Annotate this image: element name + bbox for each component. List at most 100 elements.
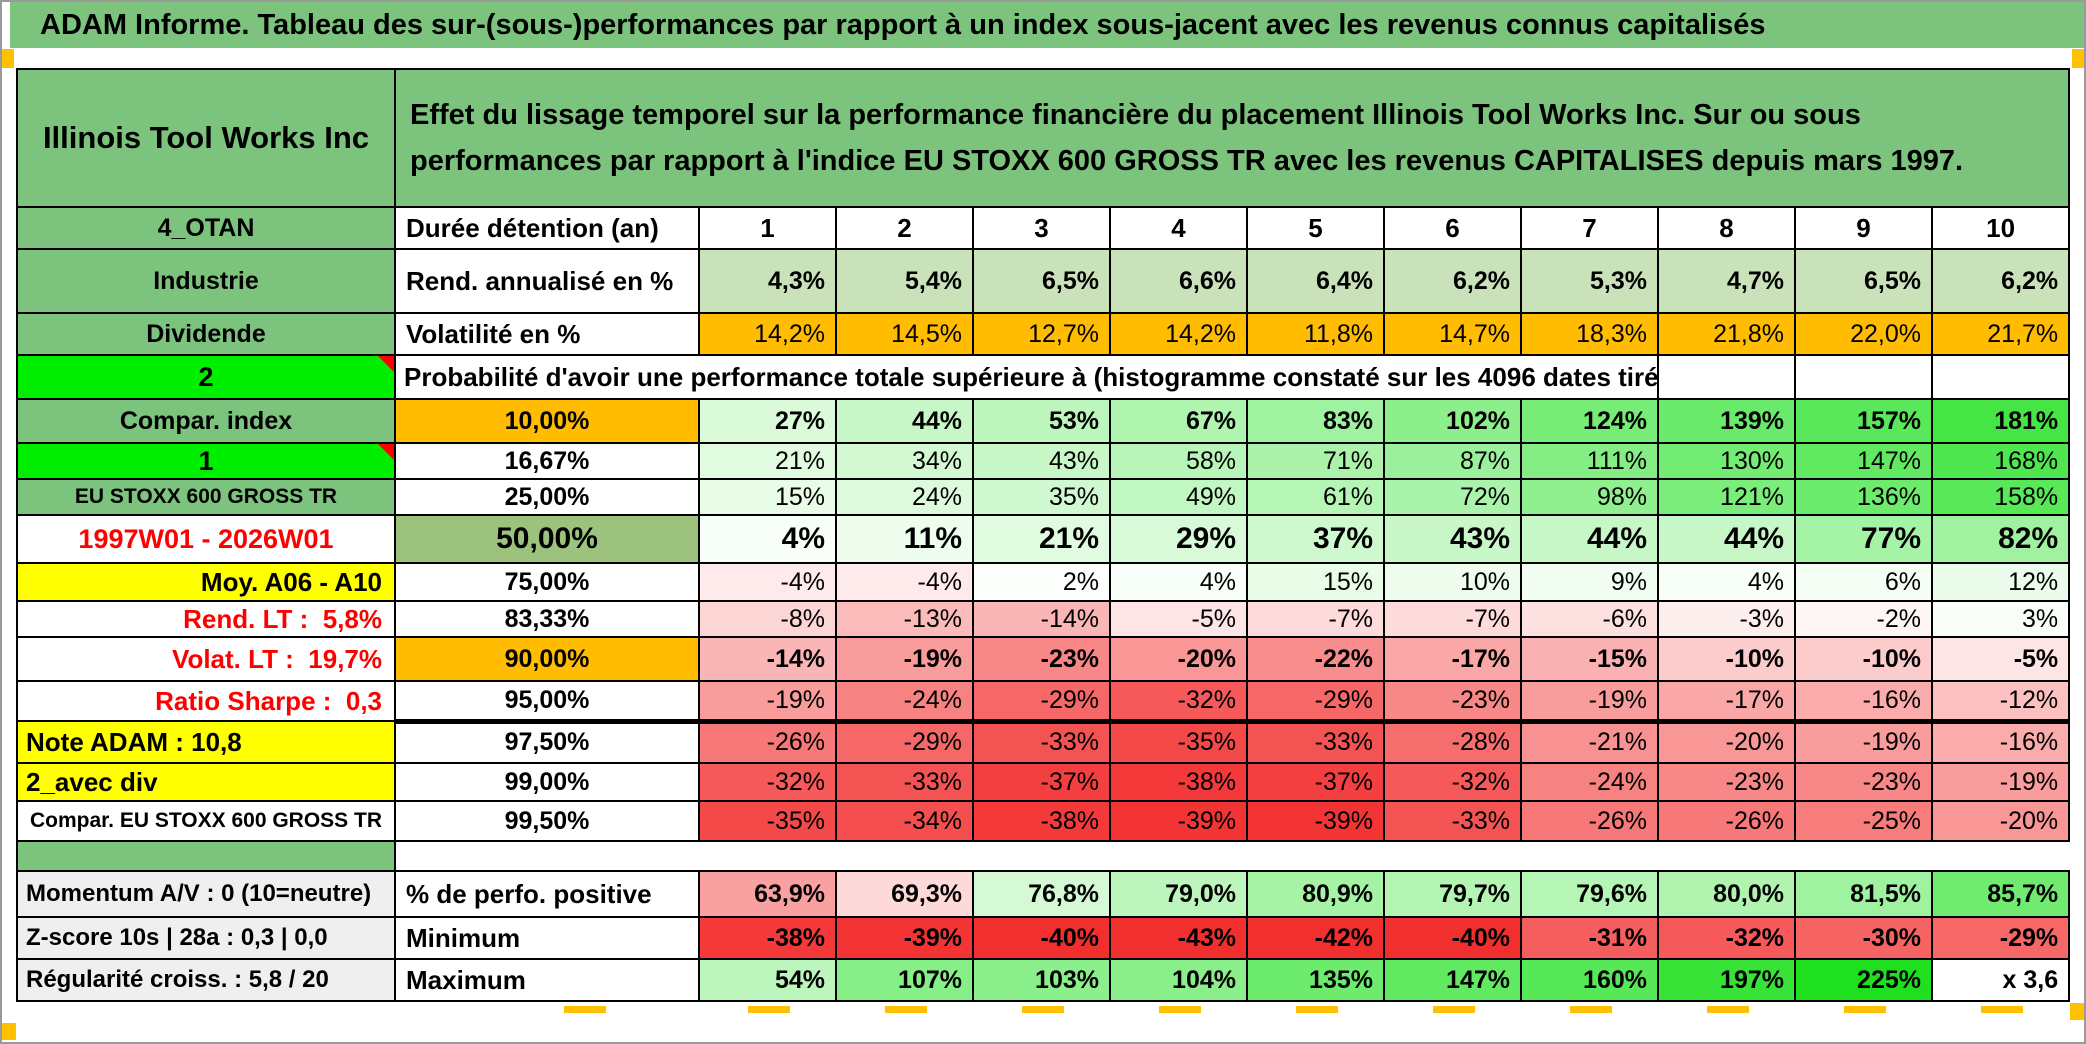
value-cell[interactable]: -24% <box>835 680 974 724</box>
value-cell[interactable]: 37% <box>1246 514 1385 564</box>
value-cell[interactable]: -29% <box>972 680 1111 724</box>
value-cell[interactable]: -40% <box>1383 916 1522 960</box>
value-cell[interactable]: 35% <box>972 478 1111 516</box>
value-cell[interactable]: -40% <box>972 916 1111 960</box>
value-cell[interactable]: -17% <box>1657 680 1796 724</box>
value-cell[interactable]: 6,6% <box>1109 248 1248 314</box>
value-cell[interactable]: 14,5% <box>835 312 974 356</box>
empty-cell[interactable] <box>1794 354 1933 400</box>
value-cell[interactable]: 6,2% <box>1383 248 1522 314</box>
value-cell[interactable]: -26% <box>1657 800 1796 842</box>
value-cell[interactable]: -14% <box>698 636 837 682</box>
value-cell[interactable]: 147% <box>1794 442 1933 480</box>
row-label-cell[interactable]: Z-score 10s | 28a : 0,3 | 0,0 <box>16 916 396 960</box>
value-cell[interactable]: 21,8% <box>1657 312 1796 356</box>
row-header-cell[interactable]: 25,00% <box>394 478 700 516</box>
value-cell[interactable]: -34% <box>835 800 974 842</box>
row-label-cell[interactable]: Compar. index <box>16 398 396 444</box>
value-cell[interactable]: -26% <box>698 720 837 764</box>
row-header-cell[interactable]: Minimum <box>394 916 700 960</box>
value-cell[interactable]: 34% <box>835 442 974 480</box>
value-cell[interactable]: 160% <box>1520 958 1659 1002</box>
value-cell[interactable]: -15% <box>1520 636 1659 682</box>
report-title-bar[interactable]: ADAM Informe. Tableau des sur-(sous-)per… <box>10 2 2084 48</box>
value-cell[interactable]: 3% <box>1930 600 2071 638</box>
row-label-cell[interactable]: Compar. EU STOXX 600 GROSS TR <box>16 800 396 842</box>
value-cell[interactable]: 80,0% <box>1657 870 1796 918</box>
value-cell[interactable]: -33% <box>1246 720 1385 764</box>
value-cell[interactable]: -29% <box>1246 680 1385 724</box>
value-cell[interactable]: 49% <box>1109 478 1248 516</box>
value-cell[interactable]: 18,3% <box>1520 312 1659 356</box>
row-header-cell[interactable]: 90,00% <box>394 636 700 682</box>
value-cell[interactable]: 58% <box>1109 442 1248 480</box>
value-cell[interactable]: 111% <box>1520 442 1659 480</box>
row-header-cell[interactable]: Durée détention (an) <box>394 206 700 250</box>
row-label-cell[interactable]: Dividende <box>16 312 396 356</box>
row-label-cell[interactable]: 2_avec div <box>16 762 396 802</box>
row-label-cell[interactable]: Moy. A06 - A10 <box>16 562 396 602</box>
value-cell[interactable]: -10% <box>1794 636 1933 682</box>
value-cell[interactable]: -23% <box>1383 680 1522 724</box>
value-cell[interactable]: 63,9% <box>698 870 837 918</box>
value-cell[interactable]: 87% <box>1383 442 1522 480</box>
value-cell[interactable]: -32% <box>1383 762 1522 802</box>
row-label-cell[interactable]: Ratio Sharpe : 0,3 <box>16 680 396 722</box>
value-cell[interactable]: 79,0% <box>1109 870 1248 918</box>
value-cell[interactable]: -38% <box>1109 762 1248 802</box>
row-header-cell[interactable]: % de perfo. positive <box>394 870 700 918</box>
value-cell[interactable]: -23% <box>972 636 1111 682</box>
value-cell[interactable]: 102% <box>1383 398 1522 444</box>
value-cell[interactable]: 71% <box>1246 442 1385 480</box>
row-header-cell[interactable]: Rend. annualisé en % <box>394 248 700 314</box>
value-cell[interactable]: -29% <box>835 720 974 764</box>
report-description-cell[interactable]: Effet du lissage temporel sur la perform… <box>393 68 2071 208</box>
value-cell[interactable]: 6,2% <box>1930 248 2071 314</box>
value-cell[interactable]: -16% <box>1794 680 1933 724</box>
value-cell[interactable]: -37% <box>972 762 1111 802</box>
value-cell[interactable]: -5% <box>1930 636 2071 682</box>
value-cell[interactable]: -10% <box>1657 636 1796 682</box>
value-cell[interactable]: 44% <box>1520 514 1659 564</box>
value-cell[interactable]: 157% <box>1794 398 1933 444</box>
year-header-cell[interactable]: 9 <box>1794 206 1933 250</box>
value-cell[interactable]: 103% <box>972 958 1111 1002</box>
value-cell[interactable]: 29% <box>1109 514 1248 564</box>
value-cell[interactable]: -31% <box>1520 916 1659 960</box>
value-cell[interactable]: -6% <box>1520 600 1659 638</box>
value-cell[interactable]: 14,2% <box>698 312 837 356</box>
value-cell[interactable]: -4% <box>835 562 974 602</box>
value-cell[interactable]: -7% <box>1246 600 1385 638</box>
value-cell[interactable]: -20% <box>1109 636 1248 682</box>
row-header-cell[interactable]: 97,50% <box>394 720 700 764</box>
value-cell[interactable]: -28% <box>1383 720 1522 764</box>
value-cell[interactable]: 44% <box>835 398 974 444</box>
value-cell[interactable]: 83% <box>1246 398 1385 444</box>
value-cell[interactable]: -23% <box>1657 762 1796 802</box>
value-cell[interactable]: 69,3% <box>835 870 974 918</box>
value-cell[interactable]: 44% <box>1657 514 1796 564</box>
value-cell[interactable]: 81,5% <box>1794 870 1933 918</box>
value-cell[interactable]: 6,4% <box>1246 248 1385 314</box>
value-cell[interactable]: 67% <box>1109 398 1248 444</box>
row-header-cell[interactable]: 83,33% <box>394 600 700 638</box>
row-header-cell[interactable]: 10,00% <box>394 398 700 444</box>
value-cell[interactable]: 4% <box>1657 562 1796 602</box>
value-cell[interactable]: -39% <box>1109 800 1248 842</box>
value-cell[interactable]: -35% <box>698 800 837 842</box>
value-cell[interactable]: 53% <box>972 398 1111 444</box>
row-label-cell[interactable]: Industrie <box>16 248 396 314</box>
row-label-cell[interactable]: Momentum A/V : 0 (10=neutre) <box>16 870 396 918</box>
value-cell[interactable]: 4,7% <box>1657 248 1796 314</box>
row-label-cell[interactable]: 1 <box>16 442 396 480</box>
value-cell[interactable]: -22% <box>1246 636 1385 682</box>
instrument-name-cell[interactable]: Illinois Tool Works Inc <box>16 68 396 208</box>
row-label-cell[interactable]: 2 <box>16 354 396 400</box>
year-header-cell[interactable]: 10 <box>1930 206 2071 250</box>
value-cell[interactable]: 21,7% <box>1930 312 2071 356</box>
year-header-cell[interactable]: 6 <box>1383 206 1522 250</box>
value-cell[interactable]: 24% <box>835 478 974 516</box>
value-cell[interactable]: -42% <box>1246 916 1385 960</box>
value-cell[interactable]: 12% <box>1930 562 2071 602</box>
value-cell[interactable]: -7% <box>1383 600 1522 638</box>
